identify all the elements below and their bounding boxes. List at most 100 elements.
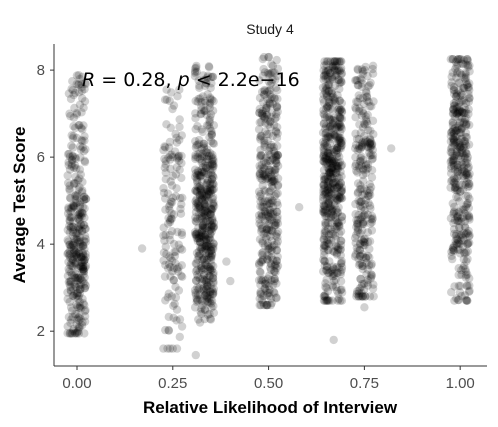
data-point <box>201 192 211 201</box>
data-point <box>264 70 273 79</box>
data-point <box>328 98 337 107</box>
data-point <box>367 272 376 281</box>
data-point <box>77 226 87 235</box>
data-point <box>255 267 265 276</box>
data-point <box>268 255 278 265</box>
data-point <box>192 297 201 306</box>
data-point <box>203 211 212 220</box>
data-point <box>78 263 87 272</box>
data-point <box>207 246 216 255</box>
data-point <box>335 135 344 144</box>
data-point <box>322 262 332 272</box>
data-point <box>71 248 81 257</box>
data-point <box>200 96 210 106</box>
data-point <box>257 295 266 305</box>
data-point <box>190 286 200 295</box>
data-point <box>448 55 457 64</box>
data-point <box>73 235 82 245</box>
data-point <box>193 140 202 150</box>
data-point <box>63 294 72 304</box>
data-point <box>199 139 208 148</box>
data-point <box>323 208 332 218</box>
data-point <box>363 281 373 290</box>
data-point <box>358 139 367 148</box>
data-point <box>363 119 372 129</box>
data-point <box>208 194 217 203</box>
data-point <box>320 157 330 167</box>
data-point <box>354 215 363 225</box>
data-point <box>68 152 77 161</box>
data-point <box>355 144 365 154</box>
data-point <box>336 240 346 250</box>
data-point <box>75 285 85 294</box>
data-point <box>263 289 272 298</box>
data-point <box>263 161 272 171</box>
data-point <box>256 287 265 297</box>
data-point <box>161 160 170 169</box>
data-point <box>447 288 456 297</box>
data-point <box>327 156 336 166</box>
data-point <box>264 146 273 155</box>
data-point <box>159 188 169 198</box>
data-point <box>323 102 332 112</box>
data-point <box>360 206 369 215</box>
data-point <box>74 80 83 90</box>
data-point <box>368 145 377 154</box>
data-point <box>257 160 266 170</box>
data-point <box>198 221 207 230</box>
data-point <box>454 295 463 305</box>
data-point <box>271 156 280 165</box>
data-point <box>198 221 208 231</box>
data-point <box>459 96 469 105</box>
data-point <box>330 116 340 126</box>
data-point <box>465 181 474 191</box>
data-point <box>74 214 83 224</box>
data-point <box>321 104 331 113</box>
data-point <box>79 146 89 156</box>
data-point <box>330 95 339 105</box>
data-point <box>456 142 465 152</box>
data-point <box>457 125 466 134</box>
data-point <box>326 68 335 78</box>
data-point <box>324 164 334 173</box>
data-point <box>450 89 459 99</box>
data-point <box>192 187 202 196</box>
data-point <box>321 159 330 169</box>
data-point <box>331 181 340 190</box>
data-point <box>327 185 336 195</box>
data-point <box>258 256 267 265</box>
data-point <box>177 151 186 161</box>
data-point <box>264 225 274 235</box>
data-point <box>209 242 218 252</box>
data-point <box>75 74 85 84</box>
data-point <box>265 271 274 280</box>
data-point <box>270 192 279 201</box>
data-point <box>325 172 335 181</box>
data-point <box>193 200 203 209</box>
data-point <box>263 239 272 248</box>
data-point <box>367 226 377 235</box>
data-point <box>69 246 79 255</box>
data-point <box>328 205 337 214</box>
data-point <box>202 163 211 173</box>
data-point <box>464 163 473 172</box>
data-point <box>324 167 334 176</box>
data-point <box>201 158 210 167</box>
data-point <box>75 281 84 290</box>
data-point <box>319 241 329 250</box>
data-point <box>195 171 204 180</box>
data-point <box>335 112 344 122</box>
data-point <box>320 183 329 193</box>
data-point <box>321 211 330 221</box>
data-point <box>177 228 186 237</box>
data-point <box>363 251 372 261</box>
data-point <box>329 335 338 345</box>
data-point <box>324 101 333 111</box>
data-point <box>453 216 462 225</box>
data-point <box>200 270 209 279</box>
data-point <box>206 189 216 198</box>
data-point <box>271 268 280 277</box>
data-point <box>335 122 344 132</box>
data-point <box>351 199 360 209</box>
data-point <box>336 121 345 130</box>
